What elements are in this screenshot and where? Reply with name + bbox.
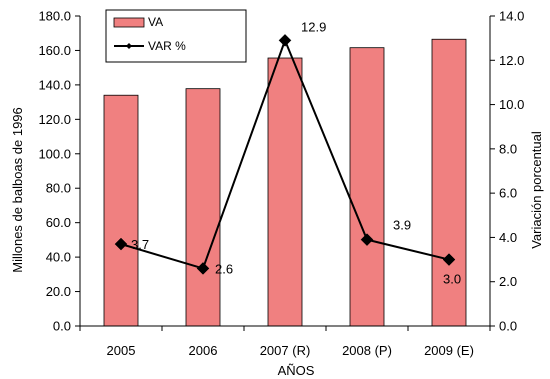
var-point	[114, 237, 128, 251]
right-tick-label: 10.0	[499, 97, 524, 112]
legend-marker-var	[126, 43, 132, 49]
legend-swatch-va	[113, 17, 145, 28]
left-tick-label: 40.0	[46, 250, 71, 265]
right-tick-label: 4.0	[499, 230, 517, 245]
x-tick-label: 2009 (E)	[424, 343, 474, 358]
bar-2008-p	[349, 47, 385, 327]
right-tick-label: 14.0	[499, 9, 524, 24]
x-tick-label: 2008 (P)	[342, 343, 392, 358]
line-layer	[114, 34, 456, 275]
axes-layer: 0.0 20.0 40.0 60.0 80.0 100.0 120.0 140.0 160.0 1…	[38, 9, 524, 359]
left-tick-label: 60.0	[46, 215, 71, 230]
legend-label-var: VAR %	[148, 39, 186, 53]
x-tick-label: 2006	[189, 343, 218, 358]
var-data-label: 3.7	[131, 237, 149, 252]
legend: VA VAR %	[105, 9, 247, 63]
var-point	[442, 253, 456, 266]
left-tick-label: 120.0	[38, 112, 71, 127]
var-point	[278, 34, 292, 47]
x-tick-label: 2007 (R)	[260, 343, 311, 358]
left-tick-label: 160.0	[38, 43, 71, 58]
right-tick-label: 2.0	[499, 274, 517, 289]
left-tick-label: 100.0	[38, 146, 71, 161]
bar-2005	[103, 94, 139, 327]
left-tick-label: 140.0	[38, 77, 71, 92]
var-data-label: 3.9	[393, 218, 411, 233]
x-tick-label: 2005	[107, 343, 136, 358]
bar-2009-e	[431, 38, 467, 327]
right-tick-label: 12.0	[499, 53, 524, 68]
left-tick-label: 0.0	[53, 319, 71, 334]
y-axis-title-right: Variación porcentual	[529, 131, 544, 249]
bar-2007-r	[267, 57, 303, 327]
y-axis-title-left: Millones de balboas de 1996	[10, 107, 25, 273]
x-axis-title: AÑOS	[278, 363, 315, 378]
legend-label-va: VA	[148, 15, 163, 29]
right-tick-label: 6.0	[499, 186, 517, 201]
var-data-label: 3.0	[443, 272, 461, 287]
right-tick-label: 8.0	[499, 141, 517, 156]
left-tick-label: 180.0	[38, 9, 71, 24]
bar-2006	[185, 88, 221, 327]
var-point	[196, 262, 210, 275]
var-point	[360, 233, 374, 246]
var-data-label: 12.9	[301, 19, 326, 34]
left-tick-label: 20.0	[46, 284, 71, 299]
right-tick-label: 0.0	[499, 319, 517, 334]
bars-layer	[103, 38, 467, 327]
left-tick-label: 80.0	[46, 181, 71, 196]
labels-layer: 3.7 2.6 12.9 3.9 3.0	[131, 19, 461, 286]
var-data-label: 2.6	[215, 261, 233, 276]
